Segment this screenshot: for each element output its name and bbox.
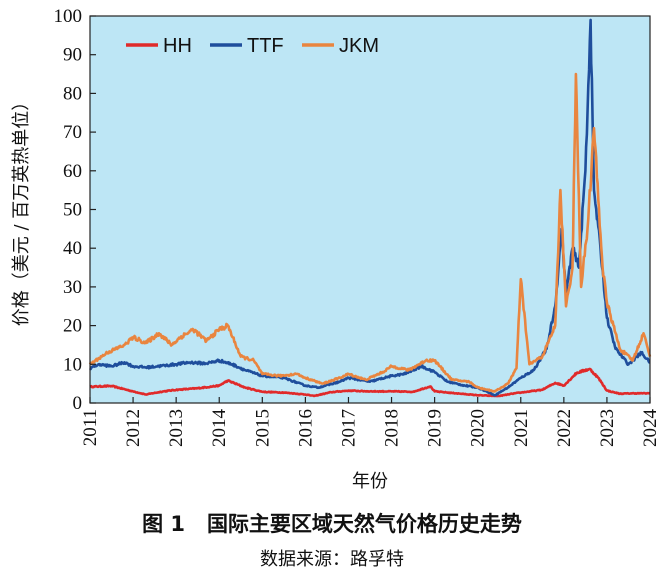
y-tick-label: 30	[63, 277, 82, 298]
x-tick-label: 2017	[338, 409, 359, 447]
y-tick-label: 60	[63, 161, 82, 182]
x-tick-label: 2012	[123, 409, 144, 447]
series-line-jkm	[88, 72, 652, 393]
chart: 0 10 20 30 40 50 60 70 80 90 100 2011 2012 2013 2014 20…	[11, 6, 662, 492]
y-tick-label: 40	[63, 238, 82, 259]
x-tick-label: 2021	[511, 409, 532, 447]
x-tick-label: 2023	[597, 409, 618, 447]
y-tick-label: 50	[63, 200, 82, 221]
legend-label-hh: HH	[163, 35, 192, 57]
data-source: 数据来源：路孚特	[260, 549, 404, 570]
x-tick-label: 2019	[425, 409, 446, 447]
figure-caption: 图 1 国际主要区域天然气价格历史走势	[0, 508, 664, 538]
x-tick-label: 2022	[554, 409, 575, 447]
legend-label-ttf: TTF	[247, 35, 284, 57]
x-tick-label: 2024	[640, 409, 661, 448]
x-tick-label: 2016	[295, 409, 316, 447]
y-tick-label: 20	[63, 316, 82, 337]
x-tick-label: 2018	[382, 409, 403, 447]
x-axis-title: 年份	[352, 471, 388, 492]
y-tick-label: 70	[63, 122, 82, 143]
y-tick-label: 90	[63, 45, 82, 66]
tick-labels: 0 10 20 30 40 50 60 70 80 90 100 2011 2012 2013 2014 20…	[54, 6, 662, 447]
legend-label-jkm: JKM	[339, 35, 379, 57]
plot-background	[90, 16, 650, 403]
series-lines	[88, 18, 652, 398]
x-tick-label: 2011	[80, 409, 101, 446]
y-axis-title: 价格（美元 / 百万英热单位）	[11, 93, 32, 327]
x-tick-label: 2014	[209, 409, 230, 448]
x-tick-label: 2013	[166, 409, 187, 447]
x-tick-label: 2015	[252, 409, 273, 447]
y-tick-label: 10	[63, 354, 82, 375]
y-tick-label: 80	[63, 83, 82, 104]
axis-ticks	[89, 15, 651, 404]
figure-label: 图 1	[142, 512, 185, 536]
legend: HH TTF JKM	[126, 35, 379, 57]
x-tick-label: 2020	[468, 409, 489, 447]
series-line-hh	[89, 367, 651, 398]
y-tick-label: 0	[73, 393, 83, 414]
y-tick-label: 100	[54, 6, 83, 27]
figure-title: 国际主要区域天然气价格历史走势	[206, 512, 522, 536]
